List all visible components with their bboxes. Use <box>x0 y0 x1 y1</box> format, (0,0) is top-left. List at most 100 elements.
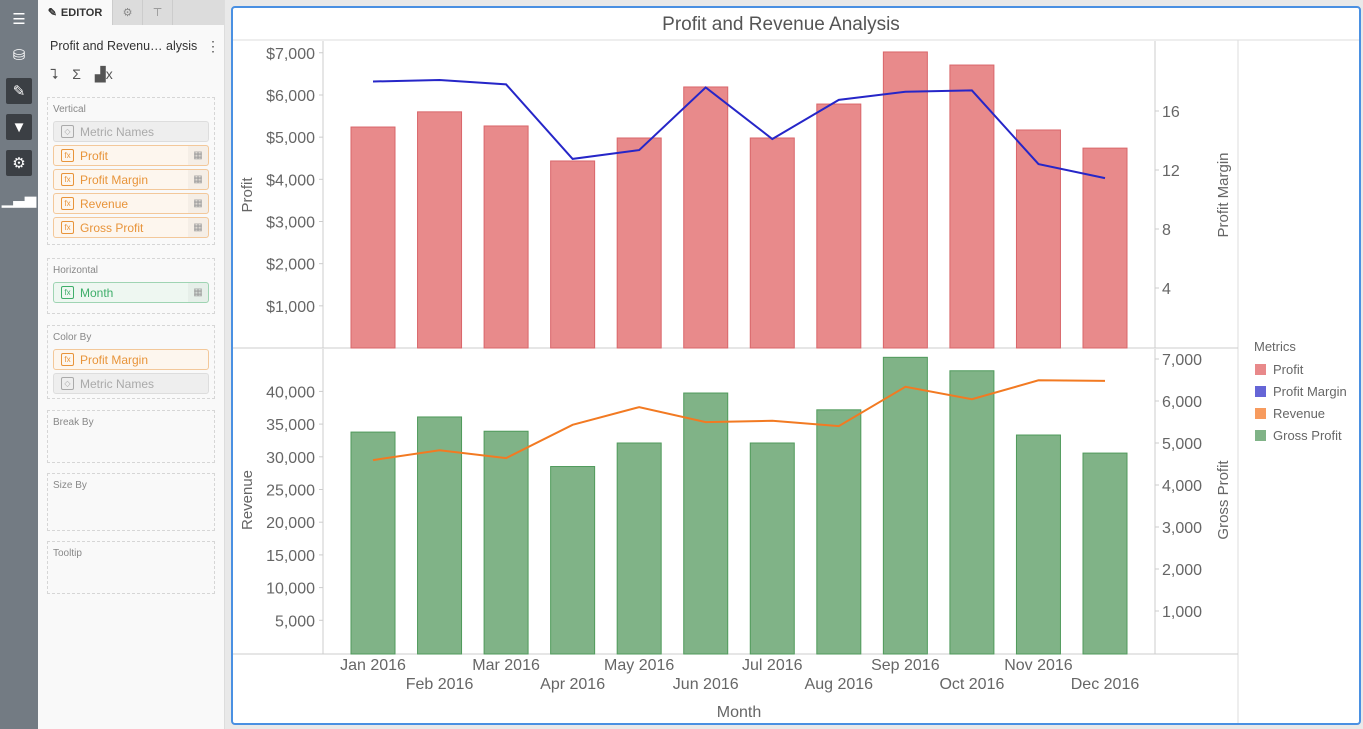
bar-gross-profit <box>417 416 463 655</box>
fx-icon: fx <box>61 173 74 186</box>
pill-profit-margin-color[interactable]: fx Profit Margin <box>53 349 209 370</box>
pill-revenue[interactable]: fx Revenue ▦ <box>53 193 209 214</box>
tab-filter[interactable]: ⊤ <box>143 0 173 25</box>
break-by-well[interactable]: Break By <box>47 410 215 463</box>
right-tick-label: 4 <box>1162 281 1171 298</box>
left-tick-label: 35,000 <box>266 417 315 434</box>
bar-gross-profit <box>683 392 729 655</box>
well-label: Vertical <box>53 104 86 115</box>
x-tick-label: Oct 2016 <box>939 676 1004 693</box>
left-tick-label: 20,000 <box>266 515 315 532</box>
axis-grid-icon[interactable]: ▦ <box>188 146 208 165</box>
legend-entry: Profit Margin <box>1273 384 1347 399</box>
gear-icon: ⚙ <box>122 7 133 19</box>
pill-profit-margin[interactable]: fx Profit Margin ▦ <box>53 169 209 190</box>
list-icon[interactable]: ☰ <box>12 11 26 28</box>
right-axis-title: Gross Profit <box>1215 460 1232 540</box>
bar-profit <box>1082 147 1128 349</box>
bar-gross-profit <box>816 409 862 655</box>
bar-profit <box>417 111 463 349</box>
legend-entry: Gross Profit <box>1273 428 1342 443</box>
left-tick-label: $3,000 <box>266 214 315 231</box>
axis-grid-icon[interactable]: ▦ <box>188 194 208 213</box>
chart-title: Profit and Revenue Analysis <box>662 14 900 35</box>
bar-gross-profit <box>350 431 396 655</box>
swap-axes-icon[interactable]: ⮧ <box>50 66 59 82</box>
right-tick-label: 8 <box>1162 222 1171 239</box>
editor-panel: ✎ EDITOR ⚙ ⊤ Profit and Revenu… alysis ⋮ … <box>38 0 225 729</box>
gear-icon[interactable]: ⚙ <box>6 150 32 176</box>
axis-grid-icon[interactable]: ▦ <box>188 283 208 302</box>
chart-type-icon[interactable]: ▟x <box>94 66 113 82</box>
legend-swatch <box>1255 408 1266 419</box>
bar-gross-profit <box>882 356 928 655</box>
bar-profit <box>749 137 795 349</box>
well-label: Horizontal <box>53 265 99 276</box>
legend-entry: Profit <box>1273 362 1304 377</box>
bar-profit <box>483 125 529 349</box>
bar-profit <box>683 86 729 349</box>
more-menu-icon[interactable]: ⋮ <box>206 38 220 54</box>
bar-gross-profit <box>483 430 529 655</box>
fx-icon: fx <box>61 149 74 162</box>
pill-profit[interactable]: fx Profit ▦ <box>53 145 209 166</box>
bar-gross-profit <box>949 370 995 655</box>
chart-container[interactable]: Profit and Revenue Analysis $1,000 $2,000 $… <box>231 6 1361 725</box>
legend-swatch <box>1255 386 1266 397</box>
right-tick-label: 5,000 <box>1162 436 1202 453</box>
axis-grid-icon[interactable]: ▦ <box>188 170 208 189</box>
color-by-well: Color By fx Profit Margin ◇ Metric Names <box>47 325 215 399</box>
legend-swatch <box>1255 364 1266 375</box>
pill-metric-names-color[interactable]: ◇ Metric Names <box>53 373 209 394</box>
left-tick-label: 30,000 <box>266 450 315 467</box>
left-tick-label: $6,000 <box>266 88 315 105</box>
left-tick-label: $2,000 <box>266 257 315 274</box>
x-tick-label: Mar 2016 <box>472 657 540 674</box>
left-tick-label: 25,000 <box>266 483 315 500</box>
left-rail: ☰ ⛁ ✎ ▼ ⚙ ▁▃▅ <box>0 0 38 729</box>
right-tick-label: 12 <box>1162 163 1180 180</box>
sigma-icon[interactable]: Σ <box>72 66 81 82</box>
x-tick-label: Apr 2016 <box>540 676 605 693</box>
bar-gross-profit <box>550 466 596 655</box>
line-revenue <box>372 379 1106 462</box>
left-tick-label: $1,000 <box>266 299 315 316</box>
bar-profit <box>949 64 995 349</box>
fx-icon: fx <box>61 221 74 234</box>
x-tick-label: Sep 2016 <box>871 657 940 674</box>
bar-chart-icon[interactable]: ▁▃▅ <box>1 191 37 208</box>
bar-gross-profit <box>749 442 795 655</box>
tab-editor[interactable]: ✎ EDITOR <box>38 0 113 25</box>
pencil-icon[interactable]: ✎ <box>6 78 32 104</box>
pencil-icon: ✎ <box>47 7 57 19</box>
x-tick-label: Jul 2016 <box>742 657 803 674</box>
fx-icon: fx <box>61 353 74 366</box>
legend-swatch <box>1255 430 1266 441</box>
x-tick-label: Jan 2016 <box>340 657 406 674</box>
left-axis-title: Revenue <box>239 470 256 530</box>
pill-month[interactable]: fx Month ▦ <box>53 282 209 303</box>
vertical-well: Vertical ◇ Metric Names fx Profit ▦ fx Profi… <box>47 97 215 245</box>
size-by-well[interactable]: Size By <box>47 473 215 531</box>
bar-profit <box>550 160 596 349</box>
bar-gross-profit <box>616 442 662 655</box>
axis-grid-icon[interactable]: ▦ <box>188 218 208 237</box>
left-tick-label: 5,000 <box>275 613 315 630</box>
tooltip-well[interactable]: Tooltip <box>47 541 215 594</box>
tab-settings[interactable]: ⚙ <box>113 0 143 25</box>
pill-gross-profit[interactable]: fx Gross Profit ▦ <box>53 217 209 238</box>
bar-profit <box>882 51 928 349</box>
chart-name[interactable]: Profit and Revenu… alysis <box>50 39 198 53</box>
x-axis-title: Month <box>717 704 761 721</box>
database-icon[interactable]: ⛁ <box>12 47 26 64</box>
legend-title: Metrics <box>1254 339 1296 354</box>
horizontal-well: Horizontal fx Month ▦ <box>47 258 215 314</box>
pill-metric-names[interactable]: ◇ Metric Names <box>53 121 209 142</box>
filter-icon[interactable]: ▼ <box>6 114 32 140</box>
right-tick-label: 16 <box>1162 104 1180 121</box>
left-axis-title: Profit <box>239 177 256 213</box>
right-tick-label: 3,000 <box>1162 520 1202 537</box>
right-axis-title: Profit Margin <box>1215 152 1232 237</box>
x-tick-label: Jun 2016 <box>673 676 739 693</box>
right-tick-label: 7,000 <box>1162 352 1202 369</box>
